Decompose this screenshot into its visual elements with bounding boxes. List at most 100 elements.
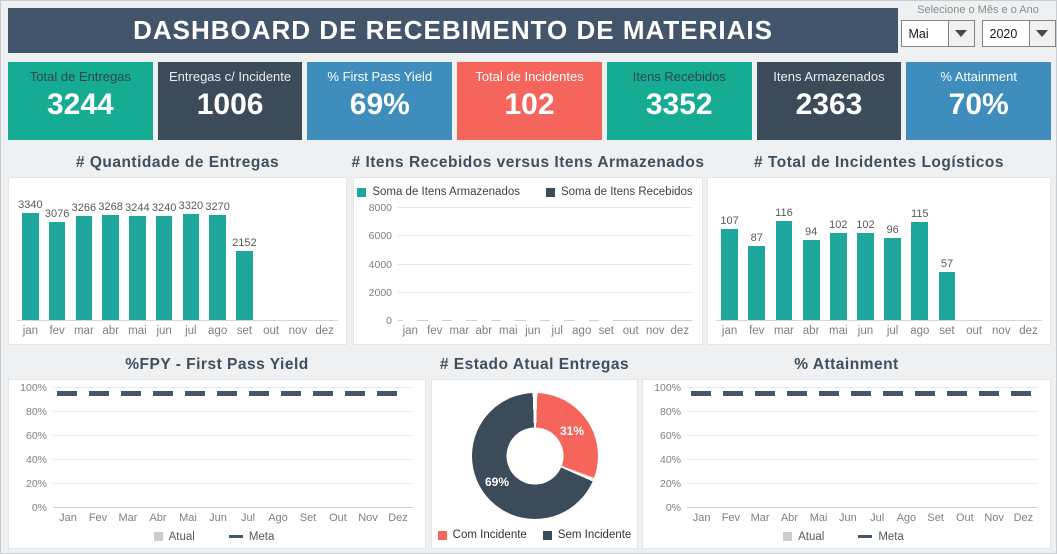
y-tick-label: 100% [654,382,681,394]
bar-value-label: 115 [911,208,929,221]
category-label: set [939,325,955,337]
bar [155,216,173,320]
gridline [687,459,1038,460]
category-label: Mai [809,511,828,524]
bar-column: 107 [716,184,743,320]
bar-segment-recebidos [501,320,516,321]
year-dropdown-value: 2020 [989,26,1018,41]
bar [884,238,902,320]
category-label: dez [1019,325,1038,337]
bar-column: 3270 [204,184,231,320]
gridline [687,507,1038,508]
category-label: Ago [896,511,917,524]
category-label: dez [670,325,690,337]
bar-column [285,184,312,320]
y-tick-label: 2000 [368,286,392,299]
gridline [53,387,413,388]
year-dropdown[interactable]: 2020 [981,20,1056,47]
y-tick-label: 60% [25,430,47,442]
category-label: jun [525,325,541,337]
category-label: Nov [984,511,1004,524]
gridline [687,387,1038,388]
kpi-value: 3352 [645,88,713,121]
legend-marker-icon [437,530,447,540]
legend-item: Soma de Itens Armazenados [357,186,520,198]
bar-value-label: 3266 [71,201,97,214]
gridline [398,263,692,265]
category-label: Dez [1013,511,1034,524]
kpi-card-entregas-incidente: Entregas c/ Incidente 1006 [157,62,303,140]
legend-dash-icon [858,535,873,538]
kpi-label: Total de Incidentes [475,69,584,84]
bar [48,221,66,320]
legend-item-atual: Atual [783,531,824,543]
category-label: ago [572,325,592,337]
bar-column [545,320,570,321]
legend-label: Meta [878,530,904,543]
kpi-card-total-incidentes: Total de Incidentes 102 [457,62,602,140]
bar-column: 102 [825,184,852,320]
bar-value-label: 102 [856,219,875,232]
month-dropdown-arrow-button[interactable] [947,21,974,46]
bar-column [447,320,472,321]
bar-column: 96 [879,184,906,320]
kpi-label: Itens Recebidos [632,69,726,84]
bar-column: 94 [798,184,825,320]
bar [829,233,847,320]
kpi-label: Entregas c/ Incidente [169,69,292,84]
bar [22,213,39,320]
gridline [53,435,413,436]
category-label: out [622,325,639,337]
bar-columns [398,208,692,321]
header-banner: DASHBOARD DE RECEBIMENTO DE MATERIAIS [8,8,898,53]
legend-marker-icon [542,530,552,540]
category-label: Nov [358,511,378,524]
kpi-label: Total de Entregas [29,69,131,84]
plot-area: 107 87 116 94 102 102 96 115 57 [716,184,1042,320]
gridline [398,235,692,237]
kpi-label: % First Pass Yield [327,69,433,84]
bar-column [1015,184,1042,320]
category-label: ago [910,325,930,337]
category-label: dez [315,325,334,337]
category-label: nov [288,325,308,337]
category-label: Jul [870,511,885,524]
bar-column: 102 [852,184,879,320]
chart-incidentes-logisticos: 107 87 116 94 102 102 96 115 57 jan fev mar abr mai ju… [707,177,1051,345]
category-label: Set [927,511,944,524]
legend-label: Atual [798,530,825,543]
bar-column [594,320,619,321]
y-tick-label: 20% [659,478,681,490]
year-dropdown-arrow-button[interactable] [1028,21,1055,46]
bar-column: 3076 [44,184,71,320]
bar [857,233,874,320]
category-label: mai [829,325,848,337]
bar-segment-recebidos [403,320,418,321]
legend-label: Soma de Itens Armazenados [372,186,520,198]
category-label: Mar [118,511,138,524]
bar-segment-recebidos [476,320,491,321]
bar-columns [53,388,413,508]
donut-slice-label: 31% [559,423,585,438]
plot-area: 0% 20% 40% 60% 80% 100% [654,382,1038,514]
bar-column [961,184,988,320]
category-label: out [263,325,280,337]
bar [938,271,956,320]
bar-value-label: 3320 [178,199,204,212]
bar [75,215,93,320]
bar-segment-recebidos [452,320,467,321]
legend-label: Soma de Itens Recebidos [560,186,693,198]
bar-column [423,320,448,321]
month-dropdown[interactable]: Mai [900,20,975,47]
category-label: abr [475,325,493,337]
category-label: Abr [780,511,798,524]
y-tick-label: 40% [25,454,47,466]
chart-itens-recebidos-vs-armazenados: Soma de Itens Armazenados Soma de Itens R… [353,177,703,345]
category-label: mai [498,325,518,337]
panel-fpy: %FPY - First Pass Yield 0% 20% 40% 60% 80% 10… [8,351,426,549]
bar-column [311,184,338,320]
bar-column: 2152 [231,184,258,320]
category-label: fev [427,325,443,337]
gridline [398,320,692,321]
panel-attainment: % Attainment 0% 20% 40% 60% 80% 100% Jan Fev Mar… [642,351,1051,549]
